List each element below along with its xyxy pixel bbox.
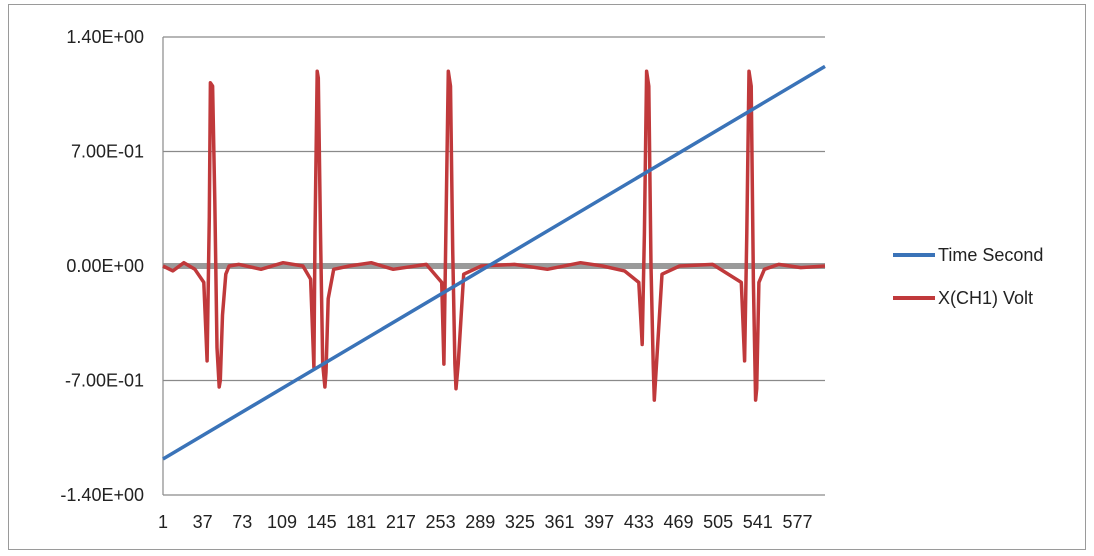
- legend-label: Time Second: [938, 245, 1043, 265]
- x-tick-label: 577: [782, 512, 812, 532]
- x-tick-label: 73: [232, 512, 252, 532]
- y-tick-label: 7.00E-01: [71, 142, 144, 162]
- x-tick-label: 361: [545, 512, 575, 532]
- x-tick-label: 289: [465, 512, 495, 532]
- x-tick-label: 109: [267, 512, 297, 532]
- y-tick-label: -7.00E-01: [65, 371, 144, 391]
- legend: Time Second X(CH1) Volt: [893, 245, 1043, 308]
- x-tick-label: 217: [386, 512, 416, 532]
- y-tick-label: 0.00E+00: [66, 256, 144, 276]
- x-tick-label: 325: [505, 512, 535, 532]
- x-axis-ticks: 1 37 73 109 145 181 217 253 289 325 361 397 433 469 50…: [158, 512, 812, 532]
- x-tick-label: 433: [624, 512, 654, 532]
- series-time-second-line: [162, 64, 826, 461]
- x-tick-label: 469: [663, 512, 693, 532]
- series-lines: [162, 64, 826, 461]
- chart-frame: [8, 4, 1086, 550]
- x-tick-label: 505: [703, 512, 733, 532]
- x-tick-label: 37: [193, 512, 213, 532]
- y-axis-ticks: 1.40E+00 7.00E-01 0.00E+00 -7.00E-01 -1.40E+…: [60, 27, 144, 505]
- x-tick-label: 181: [346, 512, 376, 532]
- x-tick-label: 253: [426, 512, 456, 532]
- x-tick-label: 145: [307, 512, 337, 532]
- legend-label: X(CH1) Volt: [938, 288, 1033, 308]
- y-tick-label: 1.40E+00: [66, 27, 144, 47]
- x-tick-label: 397: [584, 512, 614, 532]
- y-tick-label: -1.40E+00: [60, 485, 144, 505]
- series-x-ch1-volt-line: [162, 69, 826, 402]
- x-tick-label: 1: [158, 512, 168, 532]
- x-tick-label: 541: [743, 512, 773, 532]
